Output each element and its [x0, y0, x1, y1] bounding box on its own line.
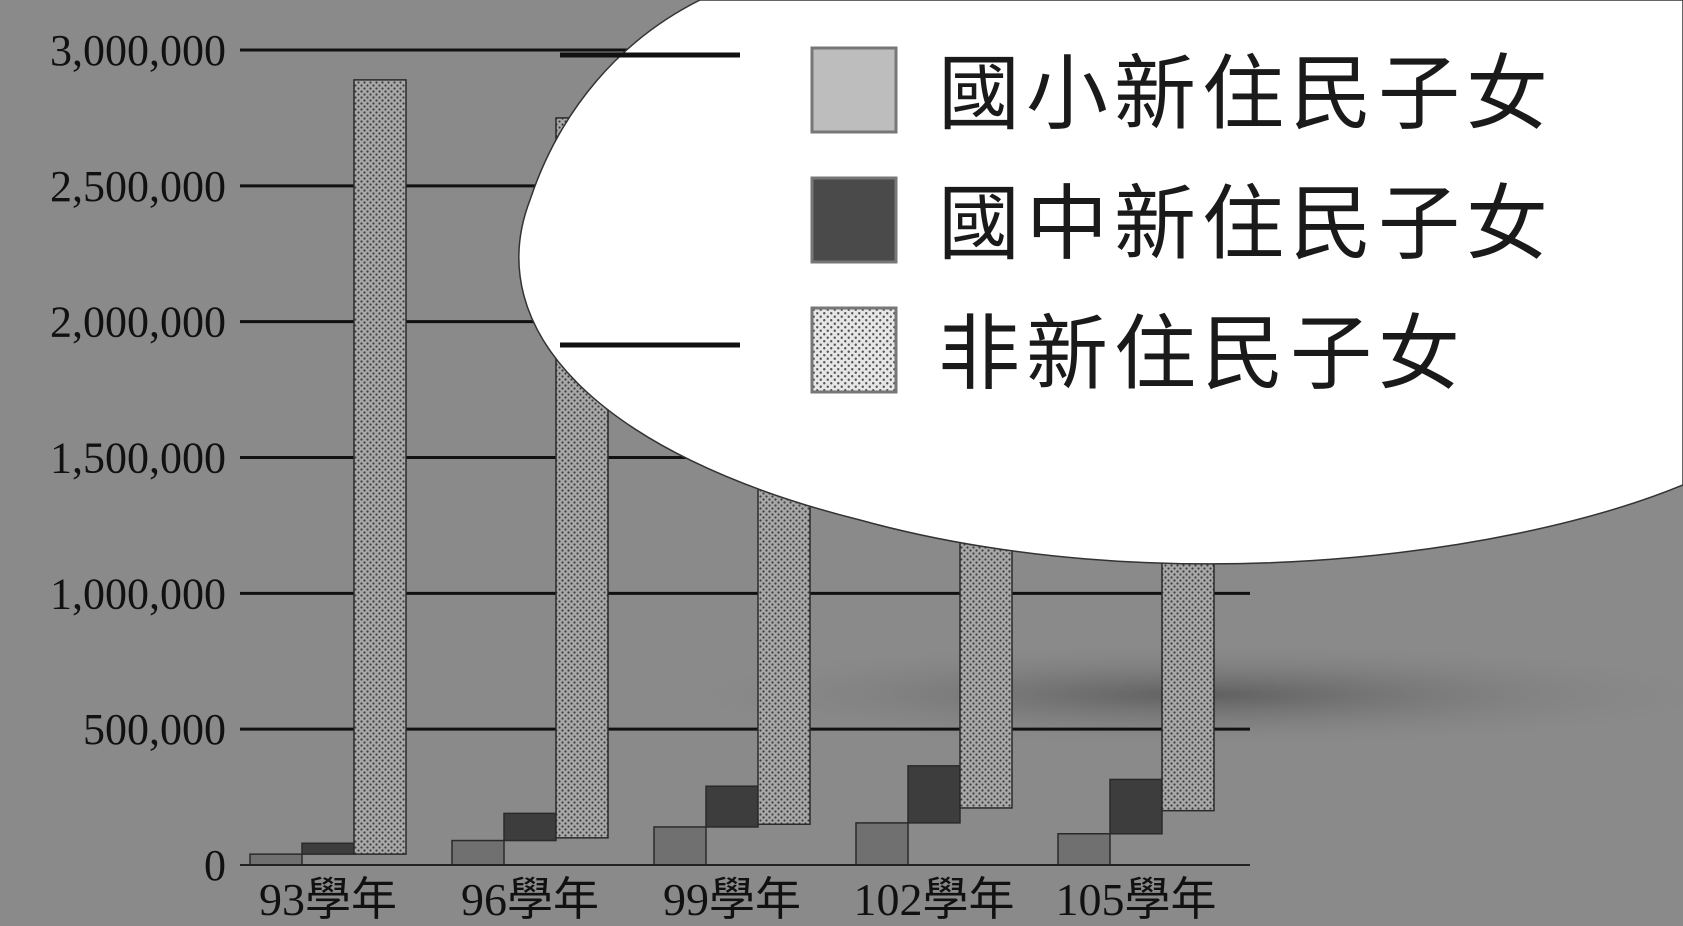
y-tick-label: 3,000,000 [50, 26, 226, 75]
bar-elementary-0 [249, 853, 303, 866]
legend-swatch-junior-high [810, 176, 898, 264]
y-tick-label: 0 [204, 841, 226, 890]
y-tick-label: 1,500,000 [50, 434, 226, 483]
legend-label: 國中新住民子女 [938, 177, 1554, 272]
bar-elementary-4 [1057, 833, 1111, 866]
y-tick-label: 500,000 [83, 705, 226, 754]
bar-junior-high-0 [301, 842, 355, 855]
y-tick-label: 1,000,000 [50, 569, 226, 618]
x-tick-label: 93學年 [259, 874, 397, 925]
bar-non-new-resident-0 [353, 79, 407, 855]
bar-junior-high-4 [1109, 778, 1163, 835]
bar-elementary-2 [653, 826, 707, 866]
x-tick-label: 96學年 [461, 874, 599, 925]
legend-label: 國小新住民子女 [938, 47, 1554, 142]
x-tick-label: 105學年 [1056, 874, 1217, 925]
y-tick-label: 2,000,000 [50, 298, 226, 347]
bar-elementary-1 [451, 839, 505, 866]
bar-junior-high-2 [705, 785, 759, 828]
y-tick-label: 2,500,000 [50, 162, 226, 211]
x-tick-label: 99學年 [663, 874, 801, 925]
bar-junior-high-1 [503, 812, 557, 842]
bar-junior-high-3 [907, 765, 961, 824]
bar-elementary-3 [855, 822, 909, 866]
legend-label: 非新住民子女 [938, 307, 1466, 402]
legend-callout [518, 0, 1683, 565]
x-tick-label: 102學年 [854, 874, 1015, 925]
legend-swatch-elementary [810, 46, 898, 134]
legend-swatch-non-new-resident [810, 306, 898, 394]
